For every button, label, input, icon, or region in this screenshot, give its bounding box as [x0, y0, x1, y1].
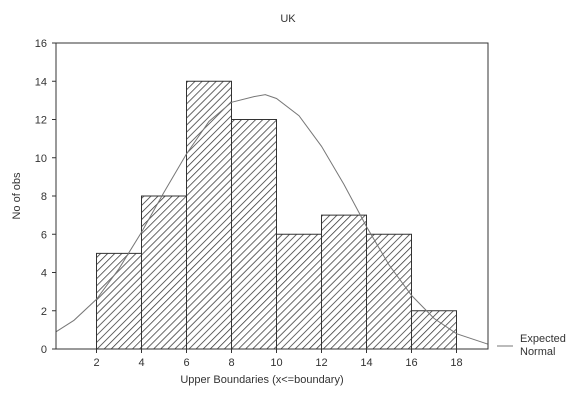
y-tick-label: 10	[35, 153, 47, 165]
histogram-bar	[411, 310, 457, 350]
y-axis-ticks: 0 2 4 6 8 10 12 14 16	[35, 38, 56, 356]
y-axis-label: No of obs	[11, 172, 23, 220]
x-tick-label: 10	[270, 357, 282, 369]
expected-normal-curve	[55, 94, 489, 345]
x-tick-label: 8	[228, 357, 234, 369]
histogram-bar	[231, 119, 277, 350]
x-tick-label: 16	[405, 357, 417, 369]
legend-label-line: Normal	[520, 346, 555, 358]
legend-label-line: Expected	[520, 333, 566, 345]
histogram-bar	[141, 195, 187, 350]
y-tick-label: 16	[35, 38, 47, 50]
histogram-bar	[186, 80, 232, 350]
x-axis-label: Upper Boundaries (x<=boundary)	[180, 374, 343, 386]
y-tick-label: 14	[35, 76, 47, 88]
x-tick-label: 6	[183, 357, 189, 369]
x-axis-ticks: 2 4 6 8 10 12 14 16 18	[93, 349, 463, 369]
y-tick-label: 8	[41, 191, 47, 203]
x-tick-label: 18	[450, 357, 462, 369]
histogram-bar	[366, 233, 412, 350]
y-tick-label: 0	[41, 344, 47, 356]
y-tick-label: 2	[41, 306, 47, 318]
x-tick-label: 12	[315, 357, 327, 369]
x-tick-label: 4	[138, 357, 144, 369]
y-tick-label: 6	[41, 229, 47, 241]
y-tick-label: 12	[35, 115, 47, 127]
legend-label: Expected Normal	[520, 333, 566, 358]
histogram-bar	[321, 214, 367, 350]
histogram-bars	[96, 80, 457, 350]
x-tick-label: 2	[93, 357, 99, 369]
chart-title: UK	[280, 13, 296, 25]
x-tick-label: 14	[360, 357, 372, 369]
histogram-bar	[276, 233, 322, 350]
plot-frame	[55, 42, 489, 350]
legend: Expected Normal	[497, 333, 566, 358]
histogram-bar	[96, 252, 142, 350]
y-tick-label: 4	[41, 268, 47, 280]
